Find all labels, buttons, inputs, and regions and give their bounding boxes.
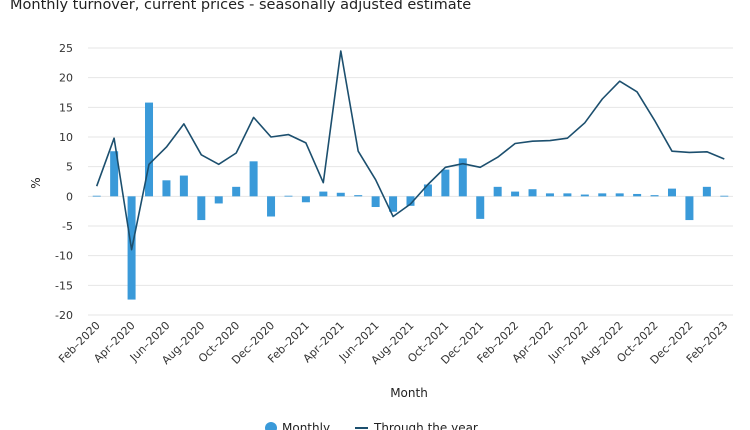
chart-title: Monthly turnover, current prices - seaso…: [10, 0, 472, 13]
monthly-bar[interactable]: [476, 196, 485, 219]
monthly-bar[interactable]: [197, 196, 206, 221]
monthly-bar[interactable]: [389, 196, 398, 212]
monthly-bar[interactable]: [267, 196, 276, 217]
monthly-bar[interactable]: [580, 194, 589, 197]
monthly-bar[interactable]: [249, 161, 258, 197]
y-tick-label: 20: [59, 72, 73, 85]
monthly-bar[interactable]: [667, 188, 676, 197]
y-tick-label: -10: [55, 250, 73, 263]
y-tick-label: 5: [66, 161, 73, 174]
monthly-bar[interactable]: [493, 186, 502, 197]
monthly-bar[interactable]: [301, 196, 310, 203]
monthly-bar[interactable]: [458, 158, 467, 197]
monthly-bar[interactable]: [371, 196, 380, 208]
through-the-year-line: [95, 50, 725, 251]
monthly-bar[interactable]: [145, 102, 154, 197]
y-tick-label: -5: [62, 220, 73, 233]
monthly-bar[interactable]: [563, 193, 572, 197]
monthly-bar[interactable]: [110, 151, 119, 197]
monthly-bar[interactable]: [633, 193, 642, 197]
y-tick-label: -20: [55, 309, 73, 322]
monthly-bar[interactable]: [162, 180, 171, 197]
monthly-bar[interactable]: [179, 175, 188, 197]
monthly-bar[interactable]: [615, 193, 624, 197]
monthly-bar[interactable]: [441, 169, 450, 197]
x-tick-labels: Feb–2020Apr–2020Jun–2020Aug–2020Oct–2020…: [56, 319, 730, 367]
monthly-bar[interactable]: [354, 195, 363, 197]
monthly-bar[interactable]: [545, 193, 554, 197]
y-tick-label: 0: [66, 190, 73, 203]
monthly-bar[interactable]: [685, 196, 694, 221]
x-axis-label: Month: [390, 386, 428, 400]
monthly-bar[interactable]: [528, 189, 537, 197]
legend-through-the-year-label[interactable]: Through the year: [373, 421, 478, 430]
y-tick-label: -15: [55, 279, 73, 292]
monthly-bar[interactable]: [336, 192, 345, 197]
monthly-bar[interactable]: [92, 195, 101, 197]
monthly-bar[interactable]: [598, 193, 607, 197]
monthly-bar[interactable]: [702, 186, 711, 197]
monthly-bar[interactable]: [319, 191, 328, 197]
through-the-year-series-line[interactable]: [95, 50, 725, 251]
monthly-bar[interactable]: [284, 195, 293, 197]
monthly-bar[interactable]: [214, 196, 223, 204]
legend-monthly-marker[interactable]: [265, 422, 277, 430]
y-tick-label: 10: [59, 131, 73, 144]
y-axis-label: %: [29, 177, 43, 188]
monthly-bar[interactable]: [720, 195, 729, 197]
monthly-bar[interactable]: [423, 184, 432, 197]
monthly-bar[interactable]: [406, 196, 415, 206]
y-tick-label: 15: [59, 101, 73, 114]
monthly-bar[interactable]: [511, 191, 520, 197]
monthly-bar[interactable]: [650, 195, 659, 197]
legend-monthly-label[interactable]: Monthly: [282, 421, 330, 430]
y-tick-labels: -20 -15 -10 -5 0 5 10 15 20 25: [55, 42, 73, 322]
legend: Monthly Through the year: [265, 421, 478, 430]
y-tick-label: 25: [59, 42, 73, 55]
monthly-bar[interactable]: [232, 186, 241, 197]
